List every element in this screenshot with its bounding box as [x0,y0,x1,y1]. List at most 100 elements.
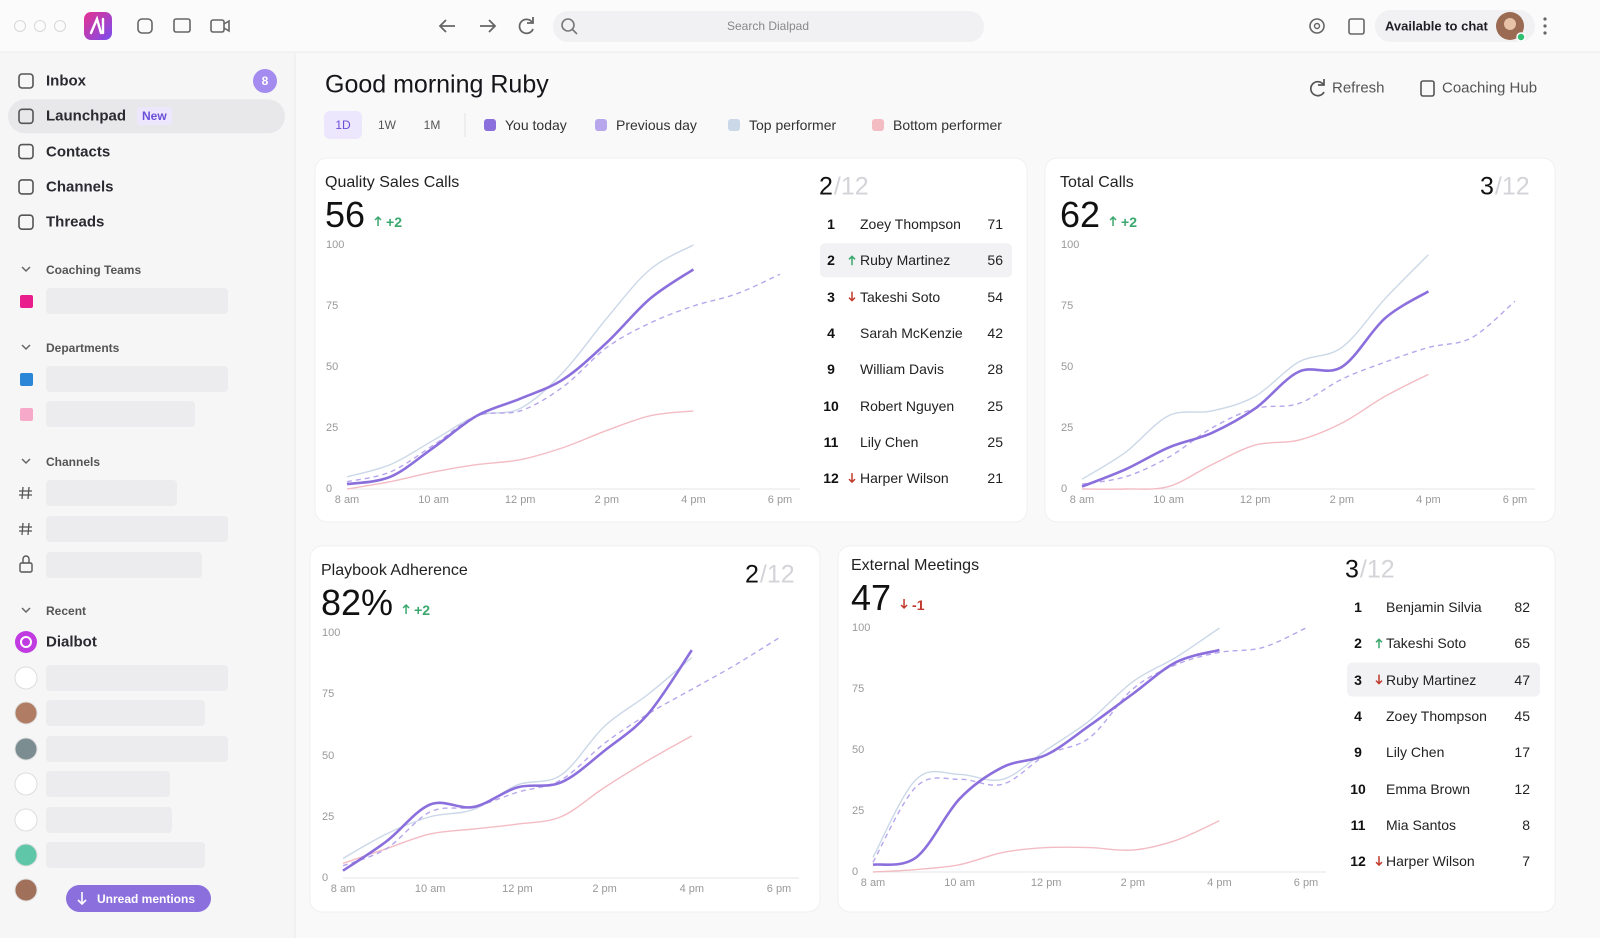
placeholder [46,552,202,578]
highlight-row [820,243,1012,278]
highlight-row [1347,662,1540,697]
menu-dot [1543,17,1547,21]
trend-arrow [1375,674,1383,685]
dept-color [20,408,33,421]
dept-color [20,373,33,386]
placeholder [46,366,228,392]
leader-rank: 11 [1350,816,1366,833]
video-icon [210,19,225,33]
search-icon [571,28,578,35]
section-header[interactable]: Departments [46,341,120,355]
avatar [14,737,38,761]
card-title: Playbook Adherence [321,562,468,579]
nav-item[interactable]: Inbox [46,72,86,90]
forward-icon [480,19,497,33]
legend-label: Top performer [749,117,837,133]
legend-label: Bottom performer [893,117,1002,133]
trend-arrow [848,291,856,302]
leader-score: 47 [1514,671,1530,688]
avatar [14,808,38,832]
nav-item[interactable]: Threads [46,213,105,231]
metric-value: 47 [851,577,892,618]
leader-score: 56 [987,252,1003,269]
legend-swatch [728,119,740,131]
rank: 2 [819,172,833,201]
x-tick-label: 4 pm [681,494,706,506]
back-icon [438,19,455,33]
chevron [21,344,31,351]
section-header[interactable]: Coaching Teams [46,263,142,277]
leader-rank: 4 [1354,707,1362,724]
leader-rank: 9 [827,361,835,378]
x-tick-label: 12 pm [1030,877,1062,889]
nav-item[interactable]: Contacts [46,143,111,161]
range-button[interactable]: 1W [378,118,396,132]
card [1044,157,1556,523]
x-tick-label: 6 pm [766,883,792,895]
lock-icon [19,562,33,573]
avatar [14,701,38,725]
nav-icon [18,73,34,89]
y-tick-label: 75 [326,300,339,312]
nav-item[interactable]: Launchpad [46,107,127,125]
chevron [21,266,31,273]
y-tick-label: 75 [852,683,865,695]
leader-name: Robert Nguyen [860,397,955,414]
trend-arrow [848,473,856,484]
nav-item[interactable]: Channels [46,178,114,196]
bot-item[interactable]: Dialbot [46,633,97,651]
metric-delta: -1 [912,597,925,613]
new-tag: New [137,107,172,126]
chat-icon [173,18,191,33]
x-tick-label: 4 pm [679,883,705,895]
series-line [1081,373,1429,490]
metric-value: 82% [321,582,394,623]
bot-icon [15,631,37,653]
refresh-button[interactable]: Refresh [1332,79,1385,97]
window-dot [34,20,46,32]
placeholder [46,401,195,427]
range-button[interactable]: 1D [335,118,351,132]
window-dot [14,20,26,32]
trend-arrow [374,215,382,226]
hash-icon [19,522,32,536]
leader-rank: 1 [1354,599,1362,615]
placeholder [46,771,170,797]
series-line [342,735,693,864]
lock-icon [22,555,30,563]
rank-total: /12 [1494,172,1530,201]
card-title: Total Calls [1060,174,1134,191]
avatar [14,878,38,902]
unread-button [66,885,211,912]
leader-name: Lily Chen [1386,744,1445,761]
x-tick-label: 12 pm [1239,494,1271,506]
leader-name: Ruby Martinez [1386,671,1477,688]
leader-score: 45 [1514,707,1530,724]
settings-icon [1309,18,1325,34]
team-color [20,295,33,308]
refresh-icon [1309,79,1325,97]
x-tick-label: 2 pm [1329,494,1355,506]
search-input[interactable]: Search Dialpad [726,19,810,33]
leader-score: 28 [987,361,1003,378]
avatar [14,772,38,796]
section-header[interactable]: Recent [46,604,87,618]
y-tick-label: 100 [852,622,871,634]
x-tick-label: 8 am [330,883,356,895]
section-header[interactable]: Channels [46,455,101,469]
unread-button-label[interactable]: Unread mentions [96,891,196,906]
coaching-hub-button[interactable]: Coaching Hub [1442,79,1538,97]
y-tick-label: 50 [852,744,865,756]
x-tick-label: 6 pm [767,494,793,506]
status[interactable]: Available to chat [1385,18,1488,34]
y-tick-label: 100 [322,627,341,639]
leader-rank: 10 [1350,780,1366,797]
rank-total: /12 [833,172,869,201]
legend-label: Previous day [616,117,697,133]
range-button[interactable]: 1M [423,118,441,132]
leader-score: 54 [987,288,1003,305]
trend-arrow [900,599,908,610]
bot-icon [20,636,32,648]
